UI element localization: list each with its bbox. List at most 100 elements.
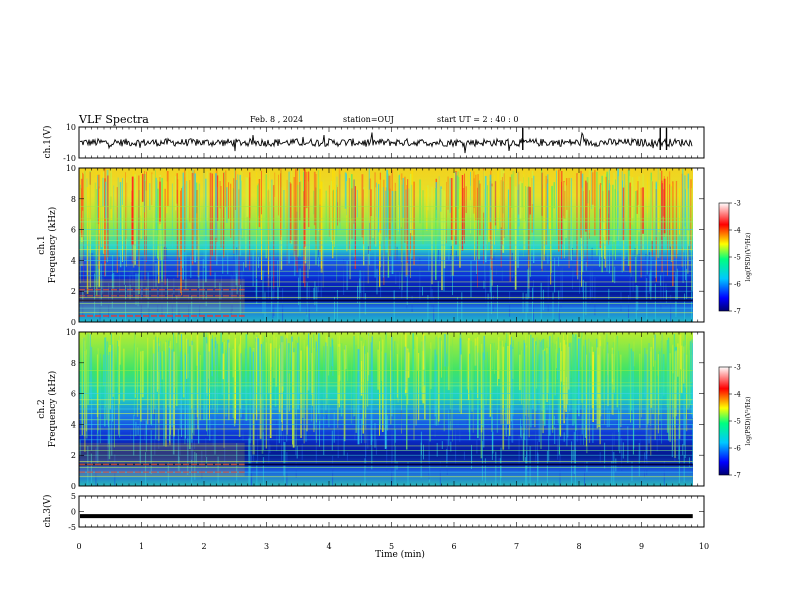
ch2-spectrogram-ticks: 0 2 4 6 8 10 — [66, 328, 705, 491]
spectrogram-streak — [227, 339, 229, 383]
spectrogram-streak — [82, 290, 84, 316]
spectrogram-streak — [362, 345, 364, 434]
colorbar-tick-label: -6 — [734, 281, 741, 289]
spectrogram-streak — [677, 343, 679, 377]
spectrogram-streak — [680, 334, 682, 370]
spectrogram-streak — [622, 187, 625, 241]
spectrogram-streak — [104, 168, 106, 266]
spectrogram-streak — [511, 252, 513, 279]
spectrogram-streak — [449, 409, 451, 422]
spectrogram-streak — [280, 345, 282, 383]
spectrogram-streak — [158, 346, 160, 373]
spectrogram-streak — [608, 410, 610, 427]
spectrogram-streak — [328, 334, 330, 388]
spectrogram-streak — [556, 170, 557, 237]
spectrogram-streak — [522, 292, 524, 313]
spectrogram-streak — [663, 189, 665, 217]
spectrogram-streak — [548, 346, 551, 404]
spectrogram-streak — [176, 295, 178, 322]
spectrogram-streak — [556, 341, 558, 369]
spectrogram-streak — [537, 441, 538, 463]
station-label: station=OUJ — [343, 115, 394, 124]
spectrogram-streak — [475, 345, 477, 384]
spectrogram-streak — [576, 410, 578, 442]
spectrogram-streak — [119, 182, 122, 268]
spectrogram-streak — [125, 172, 126, 261]
y-tick-label: 10 — [66, 123, 76, 132]
spectrogram-streak — [208, 351, 210, 389]
spectrogram-streak — [91, 346, 93, 451]
spectrogram-streak — [111, 350, 113, 456]
spectrogram-streak — [497, 349, 498, 386]
spectrogram-streak — [492, 431, 494, 454]
spectrogram-streak — [344, 172, 347, 209]
spectrogram-streak — [391, 336, 393, 417]
spectrogram-streak — [95, 448, 97, 486]
spectrogram-streak — [573, 266, 575, 277]
spectrogram-streak — [584, 462, 585, 486]
spectrogram-streak — [585, 354, 587, 447]
spectrogram-streak — [281, 342, 283, 431]
spectrogram-streak — [673, 336, 675, 418]
spectrogram-streak — [122, 348, 125, 402]
spectrogram-streak — [384, 190, 386, 239]
spectrogram-streak — [552, 292, 554, 322]
spectrogram-streak — [529, 336, 531, 401]
spectrogram-streak — [625, 171, 627, 222]
spectrogram-streak — [145, 420, 147, 435]
spectrogram-streak — [629, 276, 631, 300]
spectrogram-streak — [547, 275, 549, 312]
spectrogram-streak — [271, 179, 273, 278]
ch2-spectrogram-lines — [79, 370, 693, 478]
spectrogram-streak — [303, 191, 304, 284]
spectrogram-streak — [81, 337, 83, 436]
spectrogram-streak — [94, 273, 96, 316]
spectrogram-streak — [323, 346, 325, 416]
spectrogram-streak — [401, 280, 403, 299]
spectrogram-streak — [230, 183, 232, 238]
spectrogram-streak — [240, 353, 242, 418]
spectrogram-streak — [265, 342, 267, 449]
spectrogram-streak — [685, 333, 687, 380]
spectrogram-streak — [131, 176, 134, 245]
spectrogram-streak — [241, 177, 243, 238]
spectrogram-streak — [439, 337, 441, 369]
spectrogram-streak — [223, 172, 225, 258]
spectrogram-streak — [198, 183, 201, 238]
spectrogram-streak — [479, 183, 481, 236]
spectrogram-streak — [122, 183, 123, 262]
spectrogram-streak — [305, 171, 308, 209]
spectrogram-streak — [404, 346, 406, 390]
spectrogram-streak — [343, 349, 346, 442]
spectrogram-streak — [315, 174, 317, 250]
spectrogram-streak — [196, 345, 198, 418]
spectrogram-streak — [239, 344, 240, 370]
spectrogram-streak — [692, 424, 693, 465]
spectrogram-streak — [221, 344, 223, 395]
spectrogram-streak — [374, 172, 376, 245]
spectrogram-streak — [157, 188, 159, 259]
spectrogram-streak — [475, 174, 477, 221]
spectrogram-streak — [249, 347, 252, 401]
spectrogram-streak — [612, 184, 614, 283]
spectrogram-streak — [353, 179, 355, 258]
spectrogram-streak — [166, 340, 167, 405]
spectrogram-streak — [332, 169, 334, 259]
spectrogram-streak — [170, 340, 172, 435]
spectrogram-streak — [144, 171, 145, 257]
spectrogram-streak — [654, 334, 656, 361]
spectrogram-streak — [199, 355, 202, 421]
spectrogram-streak — [581, 274, 583, 293]
spectrogram-streak — [689, 457, 690, 467]
spectrogram-streak — [565, 185, 567, 238]
spectrogram-streak — [572, 334, 574, 426]
spectrogram-streak — [608, 184, 611, 240]
spectrogram-streak — [654, 186, 656, 222]
spectrogram-streak — [298, 182, 301, 221]
spectrogram-streak — [375, 439, 377, 455]
spectrogram-streak — [470, 185, 471, 234]
spectrogram-streak — [608, 183, 610, 274]
spectrogram-streak — [238, 189, 240, 286]
spectrogram-streak — [650, 425, 652, 437]
